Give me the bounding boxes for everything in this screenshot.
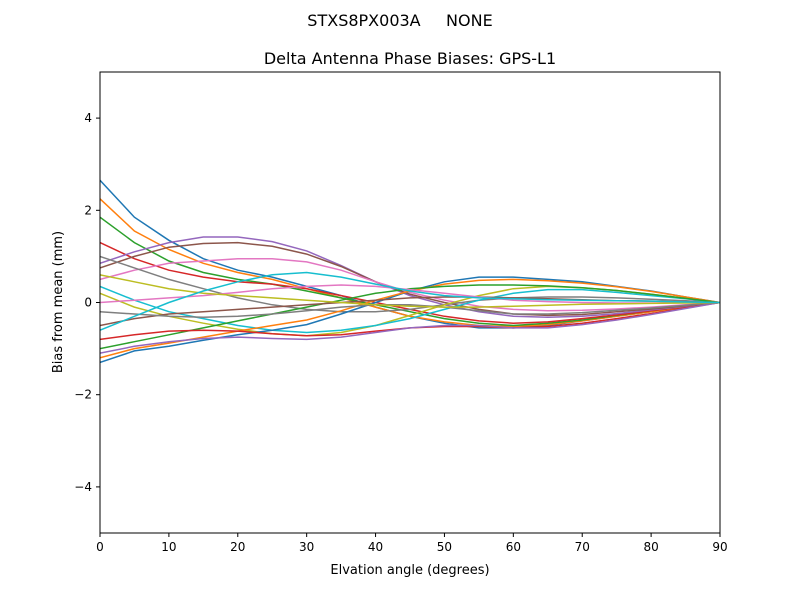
x-tick-label: 10 [161,540,176,554]
x-tick-label: 90 [712,540,727,554]
x-tick-label: 30 [299,540,314,554]
series-line-18 [100,301,720,319]
x-tick-label: 70 [575,540,590,554]
y-tick-label: 0 [84,296,92,310]
x-axis-label: Elvation angle (degrees) [330,563,489,578]
y-tick-label: 2 [84,203,92,217]
series-line-19 [100,274,720,308]
x-tick-label: 60 [506,540,521,554]
series-line-2 [100,198,720,328]
series-line-13 [100,284,720,350]
x-tick-label: 40 [368,540,383,554]
series-line-8 [100,255,720,313]
series-line-17 [100,284,720,304]
x-tick-label: 50 [437,540,452,554]
x-axis: 0 10 20 30 40 50 60 70 80 90 [96,533,728,554]
series-line-6 [100,241,720,317]
series-line-5 [100,236,720,319]
series-line-20 [100,271,720,331]
x-tick-label: 80 [643,540,658,554]
chart-title: Delta Antenna Phase Biases: GPS-L1 [264,49,556,68]
y-axis: −4 −2 0 2 4 [74,111,100,494]
series-lines [100,179,720,364]
y-tick-label: 4 [84,111,92,125]
series-line-10 [100,285,720,334]
x-tick-label: 0 [96,540,104,554]
series-line-15 [100,301,720,354]
series-line-7 [100,257,720,312]
y-tick-label: −2 [74,388,92,402]
y-axis-label: Bias from mean (mm) [51,231,66,373]
chart-suptitle: STXS8PX003A NONE [307,11,492,30]
x-tick-label: 20 [230,540,245,554]
y-tick-label: −4 [74,480,92,494]
